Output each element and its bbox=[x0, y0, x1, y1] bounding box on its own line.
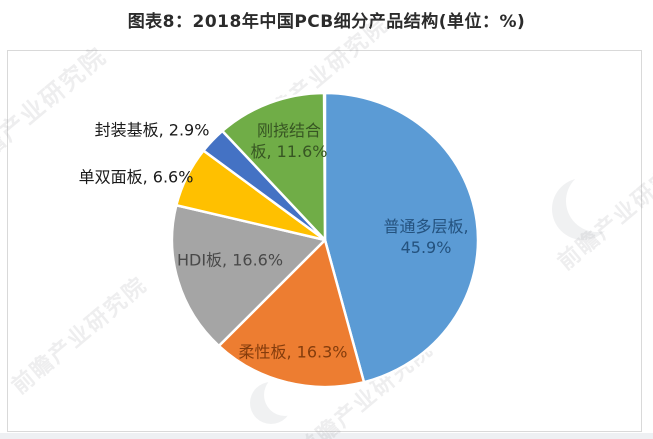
bottom-edge-strip bbox=[0, 433, 653, 439]
pie-slice-柔性板 bbox=[217, 238, 366, 389]
pie-slice-普通多层板 bbox=[323, 91, 480, 384]
pie-slice-刚挠结合板 bbox=[221, 91, 327, 242]
pie-slice-HDI板 bbox=[170, 203, 327, 348]
chart-title: 图表8：2018年中国PCB细分产品结构(单位：%) bbox=[127, 12, 526, 32]
